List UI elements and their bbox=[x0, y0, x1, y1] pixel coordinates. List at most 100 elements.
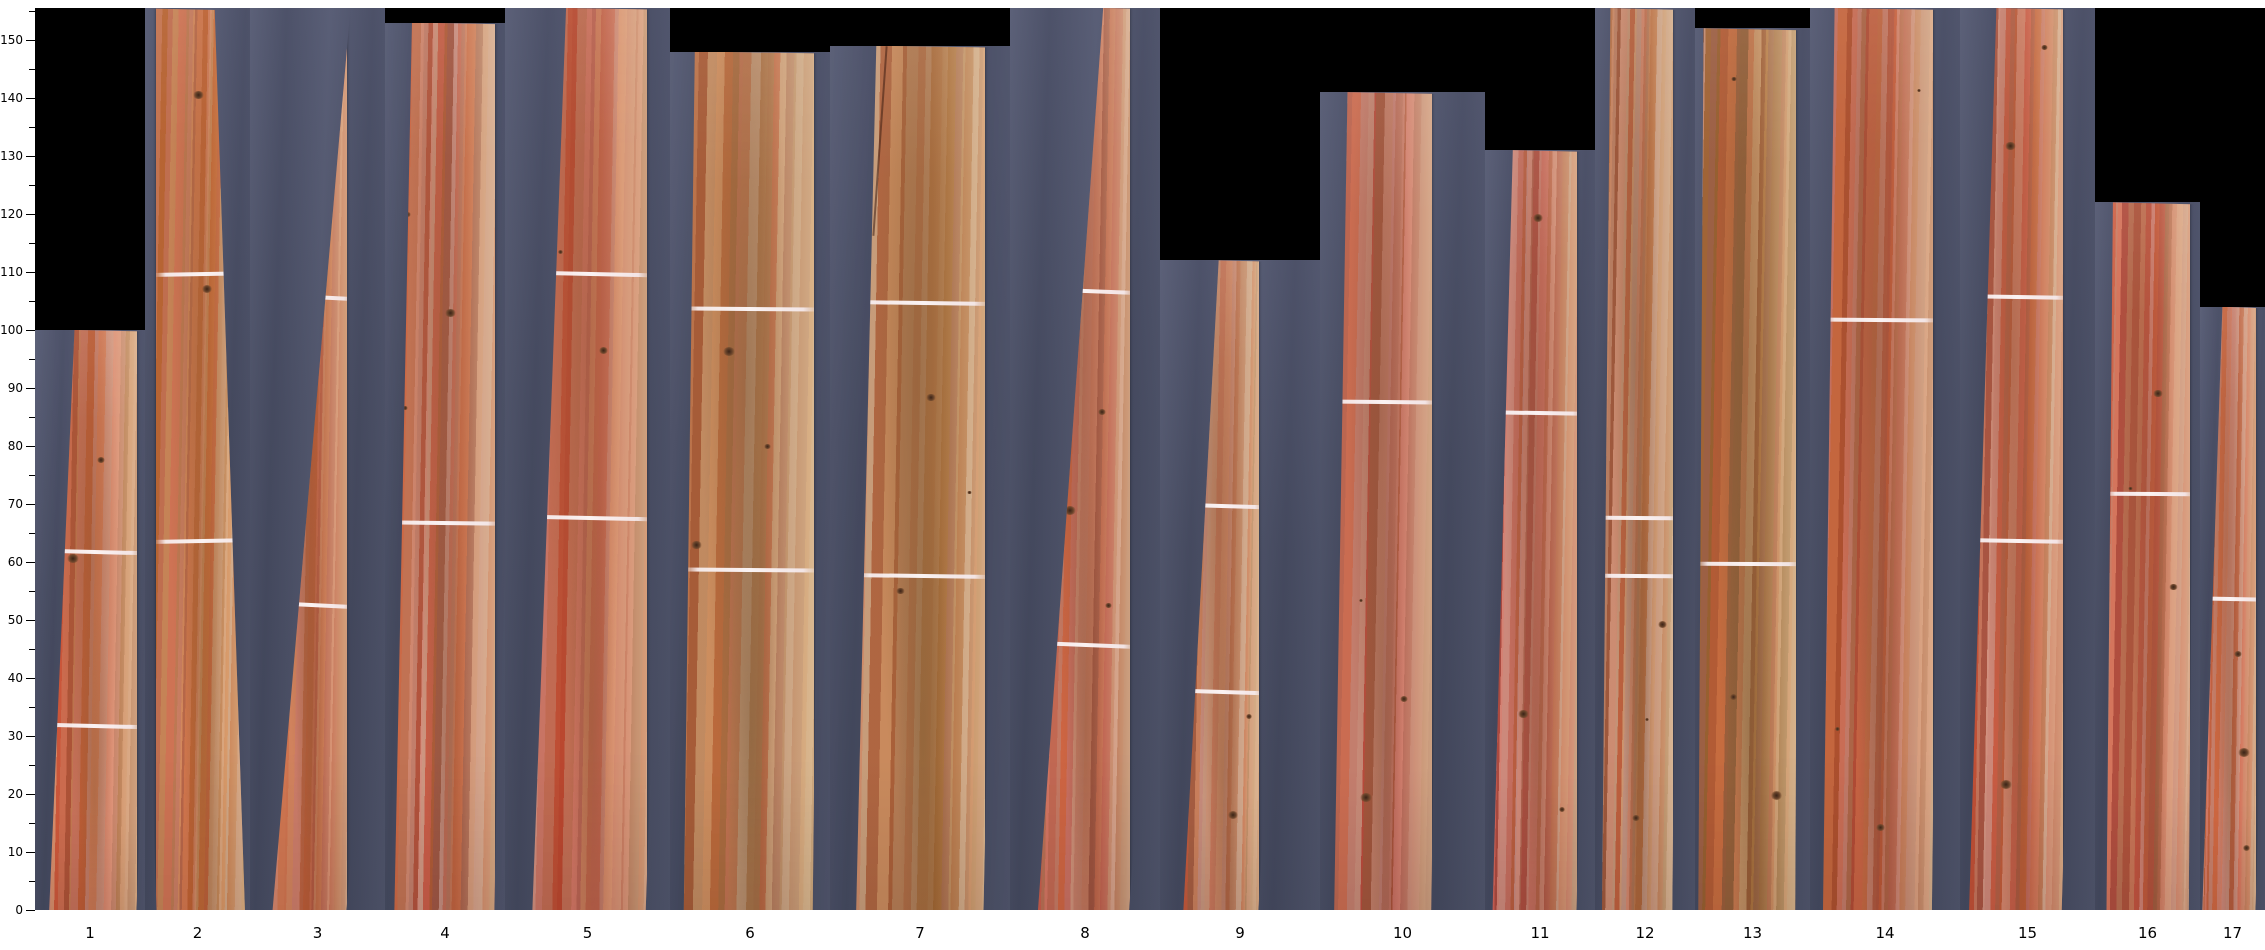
y-major-tick bbox=[26, 97, 35, 99]
y-minor-tick bbox=[29, 184, 35, 186]
x-tick-label-7: 7 bbox=[915, 924, 925, 942]
y-minor-tick bbox=[29, 358, 35, 360]
x-tick-label-6: 6 bbox=[745, 924, 755, 942]
y-major-tick bbox=[26, 561, 35, 563]
board-tile-17[interactable] bbox=[2200, 306, 2265, 910]
board-tile-1[interactable] bbox=[35, 329, 145, 910]
y-major-tick bbox=[26, 387, 35, 389]
board-tile-13[interactable] bbox=[1695, 28, 1810, 910]
board-tile-11[interactable] bbox=[1485, 150, 1595, 910]
board-tile-14[interactable] bbox=[1810, 8, 1960, 910]
y-tick-label: 100 bbox=[0, 322, 23, 337]
y-major-tick bbox=[26, 503, 35, 505]
y-minor-tick bbox=[29, 706, 35, 708]
y-minor-tick bbox=[29, 590, 35, 592]
y-minor-tick bbox=[29, 648, 35, 650]
y-tick-label: 80 bbox=[7, 438, 23, 453]
x-axis: 1 2 3 4 5 6 7 8 9 10 11 12 13 14 15 16 17 bbox=[0, 910, 2265, 950]
board-tile-4[interactable] bbox=[385, 22, 505, 910]
y-tick-label: 50 bbox=[7, 612, 23, 627]
y-tick-label: 0 bbox=[15, 903, 23, 917]
y-minor-tick bbox=[29, 68, 35, 70]
x-tick-label-17: 17 bbox=[2222, 924, 2243, 942]
wood-grain-texture bbox=[394, 22, 496, 910]
y-major-tick bbox=[26, 329, 35, 331]
y-major-tick bbox=[26, 851, 35, 853]
board-plank-4[interactable] bbox=[394, 22, 496, 910]
x-tick-label-2: 2 bbox=[192, 924, 203, 942]
x-tick-label-15: 15 bbox=[2017, 924, 2038, 942]
x-tick-label-10: 10 bbox=[1392, 924, 1413, 942]
y-minor-tick bbox=[29, 10, 35, 12]
y-major-tick bbox=[26, 271, 35, 273]
y-tick-label: 90 bbox=[7, 380, 23, 395]
board-tile-9[interactable] bbox=[1160, 260, 1320, 910]
y-tick-label: 20 bbox=[7, 786, 23, 801]
y-minor-tick bbox=[29, 822, 35, 824]
wood-grain-texture bbox=[1823, 8, 1933, 910]
y-minor-tick bbox=[29, 242, 35, 244]
y-minor-tick bbox=[29, 880, 35, 882]
y-tick-label: 150 bbox=[0, 32, 23, 47]
y-minor-tick bbox=[29, 532, 35, 534]
x-tick-label-8: 8 bbox=[1080, 924, 1090, 942]
x-tick-label-5: 5 bbox=[582, 924, 593, 942]
wood-grain-texture bbox=[1698, 28, 1797, 910]
y-tick-label: 140 bbox=[0, 90, 23, 105]
y-minor-tick bbox=[29, 126, 35, 128]
y-major-tick bbox=[26, 793, 35, 795]
board-plank-7[interactable] bbox=[856, 45, 985, 910]
x-tick-label-4: 4 bbox=[440, 924, 450, 942]
board-tile-2[interactable] bbox=[145, 8, 250, 910]
y-tick-label: 40 bbox=[7, 670, 23, 685]
board-tile-10[interactable] bbox=[1320, 92, 1485, 910]
board-plank-13[interactable] bbox=[1698, 28, 1797, 910]
plot-area bbox=[35, 8, 2265, 910]
y-major-tick bbox=[26, 155, 35, 157]
wood-grain-texture bbox=[856, 45, 985, 910]
board-tile-3[interactable] bbox=[250, 8, 385, 910]
y-major-tick bbox=[26, 213, 35, 215]
y-minor-tick bbox=[29, 300, 35, 302]
y-major-tick bbox=[26, 445, 35, 447]
x-tick-label-3: 3 bbox=[312, 924, 323, 942]
board-tile-6[interactable] bbox=[670, 51, 830, 910]
board-tile-8[interactable] bbox=[1010, 8, 1160, 910]
y-tick-label: 110 bbox=[0, 264, 23, 279]
board-tile-12[interactable] bbox=[1595, 8, 1695, 910]
x-tick-label-1: 1 bbox=[85, 924, 95, 942]
x-tick-label-12: 12 bbox=[1635, 924, 1655, 942]
y-major-tick bbox=[26, 39, 35, 41]
wood-grain-texture bbox=[1602, 8, 1673, 910]
y-minor-tick bbox=[29, 474, 35, 476]
board-plank-14[interactable] bbox=[1823, 8, 1933, 910]
wood-grain-texture bbox=[683, 51, 814, 910]
board-plank-12[interactable] bbox=[1602, 8, 1673, 910]
y-major-tick bbox=[26, 910, 35, 911]
board-tile-5[interactable] bbox=[505, 8, 670, 910]
y-axis: 0 10 20 30 40 50 60 70 80 90 100 110 120 130 140 150 bbox=[0, 0, 35, 950]
y-tick-label: 60 bbox=[7, 554, 23, 569]
board-tile-7[interactable] bbox=[830, 45, 1010, 910]
board-plank-6[interactable] bbox=[683, 51, 814, 910]
y-tick-label: 10 bbox=[7, 844, 23, 859]
y-major-tick bbox=[26, 619, 35, 621]
x-tick-label-11: 11 bbox=[1530, 924, 1550, 942]
y-tick-label: 70 bbox=[7, 496, 23, 511]
x-tick-label-14: 14 bbox=[1875, 924, 1895, 942]
y-major-tick bbox=[26, 677, 35, 679]
y-tick-label: 30 bbox=[7, 728, 23, 743]
y-minor-tick bbox=[29, 764, 35, 766]
board-plank-16[interactable] bbox=[2106, 202, 2190, 910]
y-major-tick bbox=[26, 735, 35, 737]
board-tile-15[interactable] bbox=[1960, 8, 2095, 910]
wood-grain-texture bbox=[1334, 92, 1433, 910]
x-tick-label-16: 16 bbox=[2137, 924, 2158, 942]
board-plank-10[interactable] bbox=[1334, 92, 1433, 910]
board-tile-16[interactable] bbox=[2095, 202, 2200, 910]
y-tick-label: 120 bbox=[0, 206, 23, 221]
x-tick-label-13: 13 bbox=[1742, 924, 1763, 942]
y-tick-label: 130 bbox=[0, 148, 23, 163]
y-minor-tick bbox=[29, 416, 35, 418]
